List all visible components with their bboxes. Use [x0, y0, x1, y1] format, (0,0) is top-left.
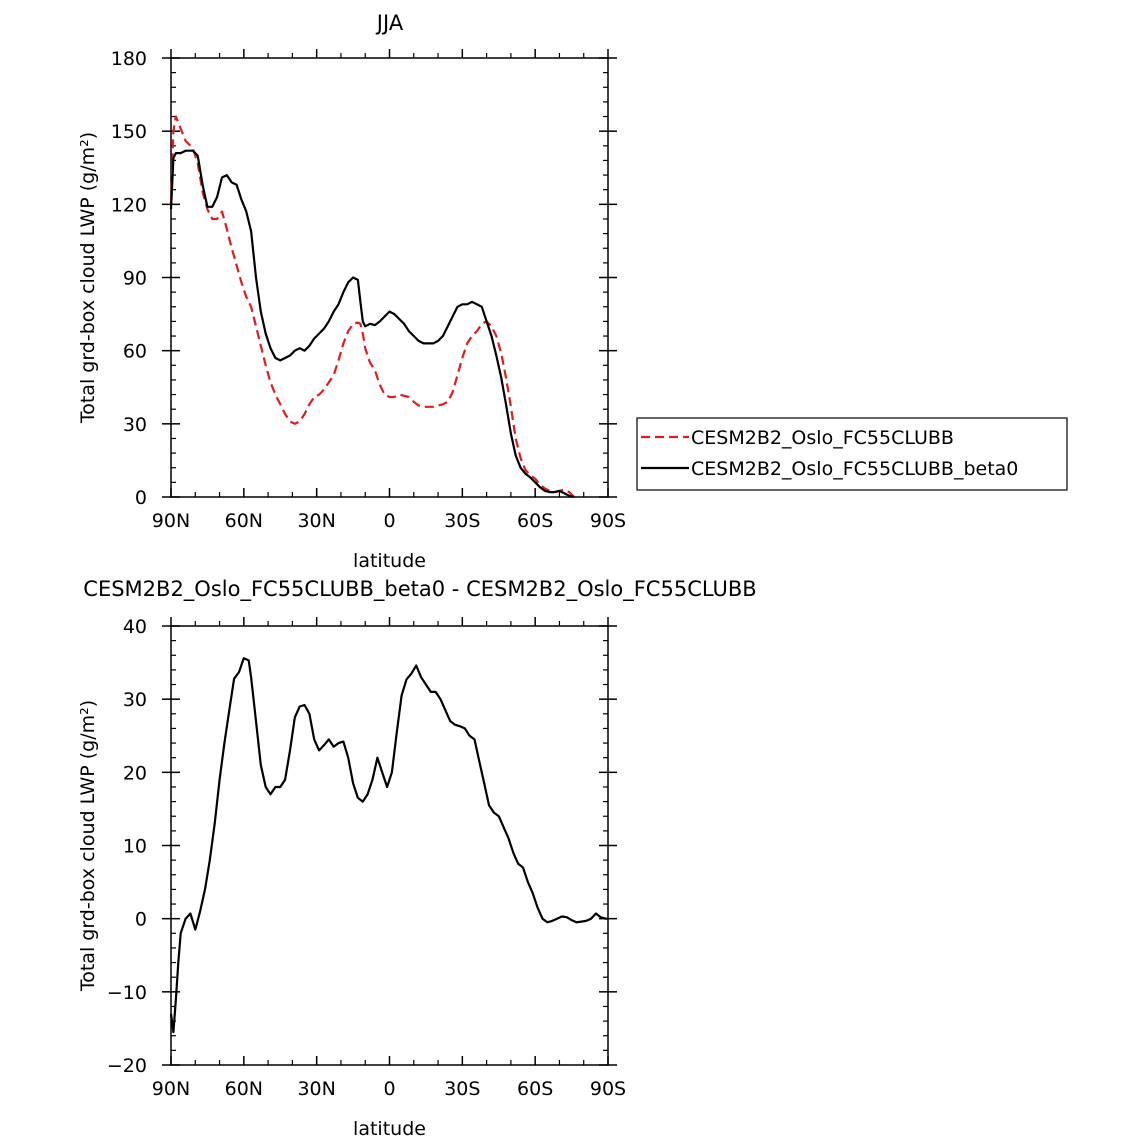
x-tick-label: 90S: [590, 1078, 626, 1100]
x-tick-label: 30S: [444, 510, 480, 532]
legend-label: CESM2B2_Oslo_FC55CLUBB_beta0: [691, 458, 1018, 480]
y-axis-label: Total grd-box cloud LWP (g/m²): [77, 132, 99, 424]
x-tick-label: 60S: [517, 1078, 553, 1100]
plot-frame: [170, 57, 609, 498]
y-tick-label: 10: [123, 836, 147, 858]
y-axis-label: Total grd-box cloud LWP (g/m²): [77, 700, 99, 992]
x-tick-label: 60N: [225, 1078, 263, 1100]
x-tick-label: 0: [383, 510, 395, 532]
y-tick-label: 0: [135, 487, 147, 509]
legend: CESM2B2_Oslo_FC55CLUBB CESM2B2_Oslo_FC55C…: [636, 417, 1068, 491]
y-tick-label: 120: [111, 194, 147, 216]
y-tick-label: 20: [123, 762, 147, 784]
chart-title: CESM2B2_Oslo_FC55CLUBB_beta0 - CESM2B2_O…: [83, 577, 756, 602]
series-line-2: [169, 149, 575, 499]
x-tick-label: 60S: [517, 510, 553, 532]
y-tick-label: 30: [123, 414, 147, 436]
x-axis-label: latitude: [353, 1118, 426, 1140]
y-tick-label: 150: [111, 121, 147, 143]
series-line-1: [169, 115, 575, 498]
y-tick-label: 90: [123, 268, 147, 290]
x-axis-label: latitude: [353, 550, 426, 572]
x-tick-label: 30N: [297, 510, 335, 532]
chart-1: JJA 90N 60N 30N 0 30S 60S 90S 0 30 60 90 120 150 180 la…: [77, 11, 1068, 572]
legend-label: CESM2B2_Oslo_FC55CLUBB: [691, 427, 954, 449]
x-tick-label: 30N: [297, 1078, 335, 1100]
x-tick-label: 90S: [590, 510, 626, 532]
y-tick-label: 60: [123, 341, 147, 363]
chart-2: CESM2B2_Oslo_FC55CLUBB_beta0 - CESM2B2_O…: [77, 577, 757, 1140]
chart-title: JJA: [375, 11, 404, 35]
x-tick-label: 60N: [225, 510, 263, 532]
y-tick-label: 30: [123, 689, 147, 711]
x-tick-label: 90N: [152, 510, 190, 532]
y-tick-label: 180: [111, 48, 147, 70]
plot-frame: [170, 625, 609, 1066]
x-tick-label: 30S: [444, 1078, 480, 1100]
y-tick-label: 40: [123, 616, 147, 638]
x-tick-label: 0: [383, 1078, 395, 1100]
y-tick-label: −20: [107, 1055, 147, 1077]
x-tick-label: 90N: [152, 1078, 190, 1100]
series-line-1: [169, 657, 608, 1034]
legend-box: [636, 417, 1068, 491]
y-tick-label: −10: [107, 982, 147, 1004]
y-tick-label: 0: [135, 909, 147, 931]
